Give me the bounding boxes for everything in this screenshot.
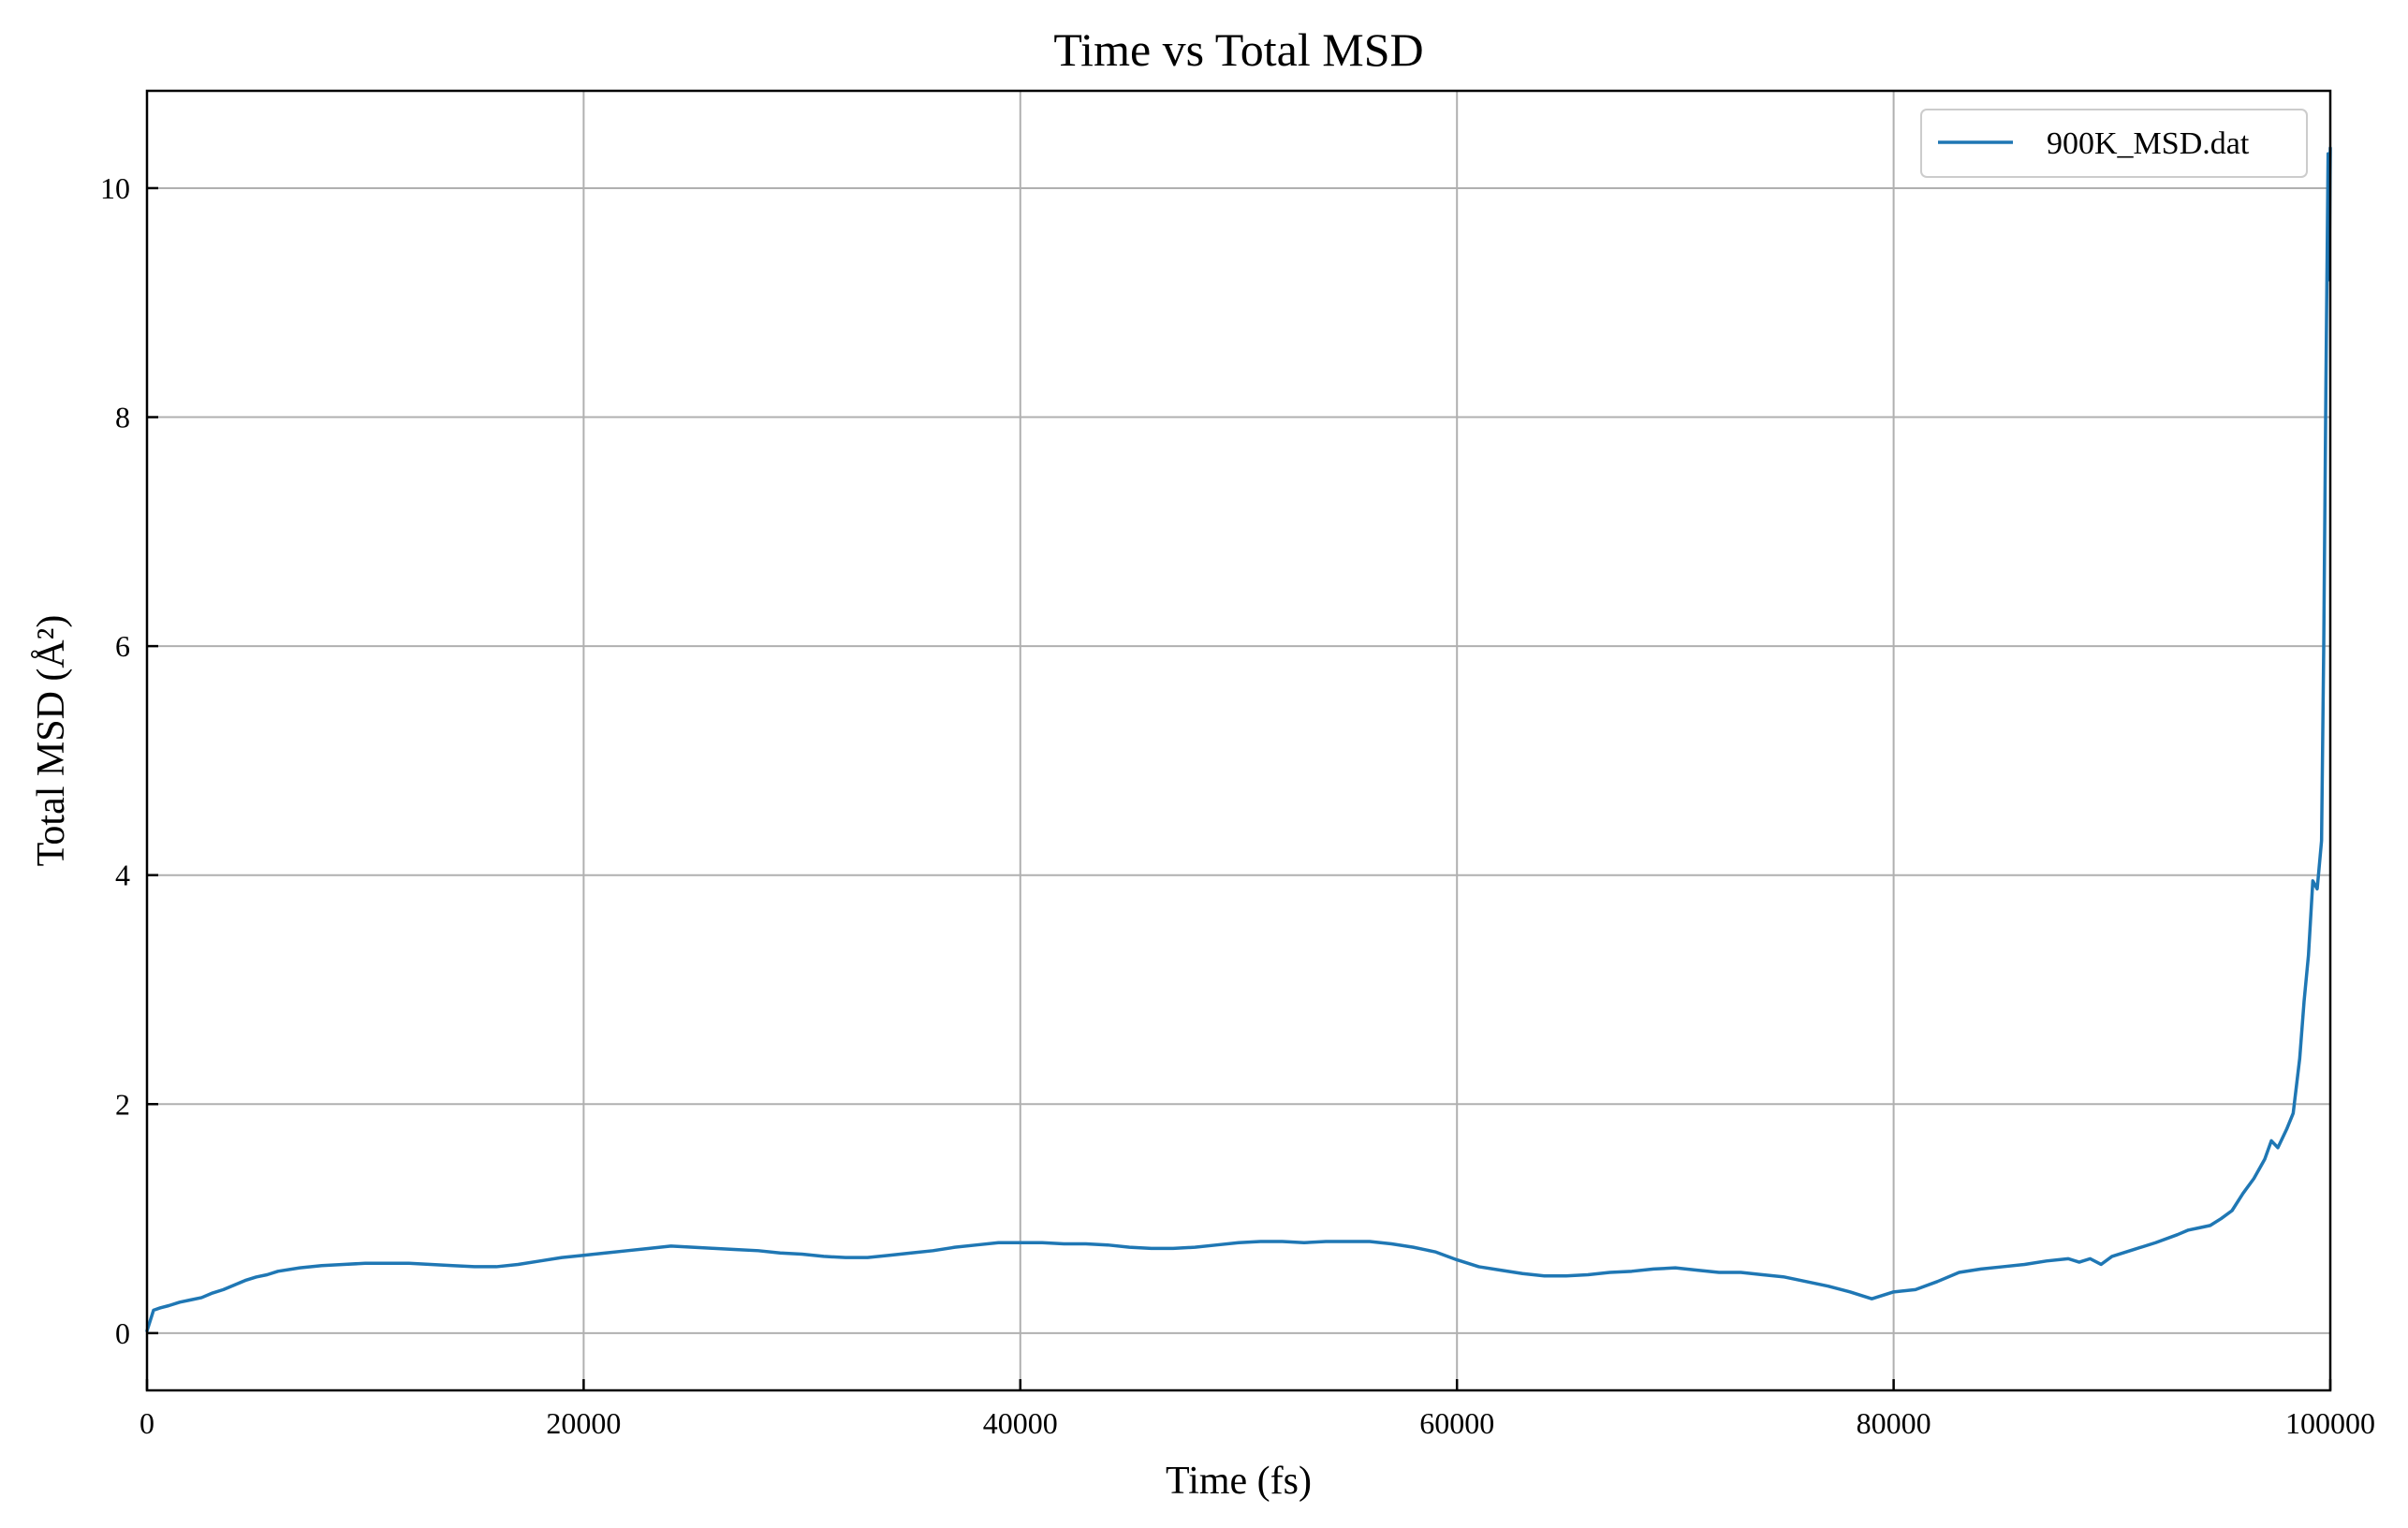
chart-title: Time vs Total MSD <box>1053 23 1423 76</box>
y-tick-label: 4 <box>115 859 130 892</box>
plot-frame <box>145 89 2332 1392</box>
y-tick-label: 10 <box>100 171 130 205</box>
y-tick-label: 6 <box>115 629 130 663</box>
x-tick-label: 40000 <box>983 1406 1058 1440</box>
series-line-900k-msd <box>145 146 2332 1333</box>
y-tick-label: 0 <box>115 1316 130 1350</box>
legend: 900K_MSD.dat <box>1920 109 2308 178</box>
y-tick-label: 8 <box>115 401 130 434</box>
y-tick-label: 2 <box>115 1087 130 1121</box>
ticks: 0 20000 40000 60000 80000 100000 0 2 4 6 8 10 <box>100 171 2375 1440</box>
x-tick-label: 0 <box>139 1406 154 1440</box>
x-axis-label: Time (fs) <box>1166 1460 1312 1503</box>
x-tick-label: 20000 <box>546 1406 621 1440</box>
legend-box <box>1920 109 2308 178</box>
x-tick-label: 100000 <box>2285 1406 2375 1440</box>
x-tick-label: 80000 <box>1857 1406 1931 1440</box>
legend-label: 900K_MSD.dat <box>2047 126 2250 161</box>
y-axis-label: Total MSD (Å²) <box>30 615 73 867</box>
x-tick-label: 60000 <box>1419 1406 1494 1440</box>
series-layer <box>145 146 2332 1333</box>
